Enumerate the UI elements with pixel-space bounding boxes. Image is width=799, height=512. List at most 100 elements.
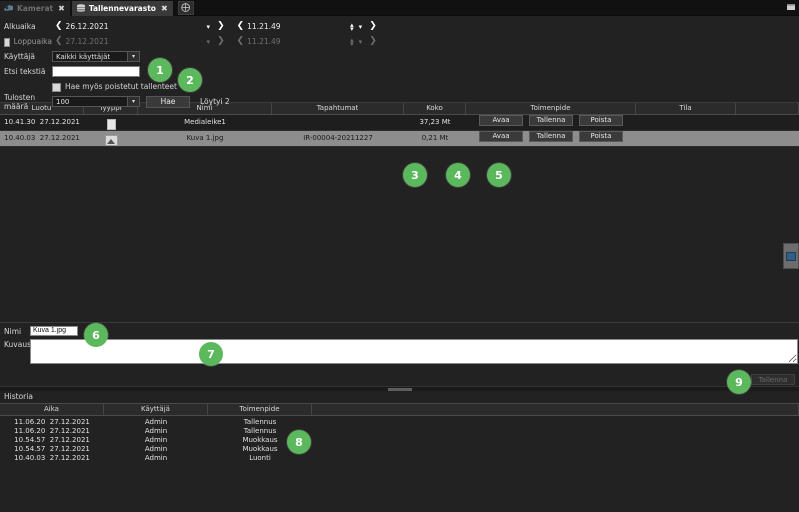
end-date-value[interactable]: 27.12.2021 [65, 37, 109, 46]
cell-created-time: 10.40.03 [4, 134, 36, 142]
list-item[interactable]: 10.54.57 27.12.2021 Admin Muokkaus [0, 445, 799, 454]
history-time: 10.54.57 [14, 445, 46, 453]
tab-tallennevarasto[interactable]: Tallennevarasto ✖ [71, 1, 173, 16]
window-control-icon[interactable] [786, 2, 796, 12]
detail-description-input[interactable] [30, 339, 798, 364]
search-text-row: Etsi tekstiä [0, 65, 799, 78]
cell-size: 37,23 Mt [419, 118, 451, 126]
panel-splitter[interactable] [0, 386, 799, 392]
list-item[interactable]: 11.06.20 27.12.2021 Admin Tallennus [0, 427, 799, 436]
delete-button[interactable]: Poista [579, 115, 623, 126]
results-table: Luotu Tyyppi Nimi Tapahtumat Koko Toimen… [0, 102, 799, 313]
list-item[interactable]: 11.06.20 27.12.2021 Admin Tallennus [0, 418, 799, 427]
chevron-right-icon[interactable]: ❯ [369, 21, 377, 31]
search-button[interactable]: Hae [146, 95, 190, 108]
list-item[interactable]: 10.54.57 27.12.2021 Admin Muokkaus [0, 436, 799, 445]
include-deleted-checkbox-group[interactable]: Hae myös poistetut tallenteet [52, 82, 177, 92]
table-row[interactable]: 10.41.30 27.12.2021 Medialeike1 37,23 Mt… [0, 115, 799, 131]
chevron-down-icon[interactable]: ▾ [358, 37, 363, 46]
column-header-koko[interactable]: Koko [404, 103, 466, 114]
annotation-marker-9: 9 [727, 370, 751, 394]
history-time: 10.40.03 [14, 454, 46, 462]
chevron-left-icon[interactable]: ❮ [236, 36, 245, 46]
storage-icon [76, 4, 86, 13]
start-date-picker[interactable]: ❮ 26.12.2021 ▾ ❯ [52, 21, 228, 32]
close-icon[interactable]: ✖ [58, 4, 65, 13]
chevron-down-icon[interactable]: ▾ [127, 52, 139, 61]
add-tab-button[interactable]: ⨁ [177, 1, 194, 15]
history-column-kayttaja[interactable]: Käyttäjä [104, 404, 208, 415]
chevron-down-icon[interactable]: ▾ [358, 22, 363, 31]
chevron-down-icon[interactable]: ▾ [127, 97, 139, 106]
chevron-down-icon[interactable]: ▾ [206, 22, 211, 31]
start-time-picker[interactable]: ❮ 11.21.49 ▴ ▾ ▾ ❯ [234, 20, 380, 33]
start-date-value[interactable]: 26.12.2021 [65, 22, 109, 31]
detail-save-button[interactable]: Tallenna [751, 374, 795, 385]
start-time-value[interactable]: 11.21.49 [247, 22, 281, 31]
chevron-right-icon[interactable]: ❯ [217, 21, 225, 31]
cell-actions: Avaa Tallenna Poista [466, 115, 636, 130]
history-column-extra[interactable] [312, 404, 799, 415]
detail-name-row: Nimi [0, 323, 799, 336]
splitter-grip-icon[interactable] [388, 388, 412, 391]
table-row[interactable]: 10.40.03 27.12.2021 Kuva 1.jpg IR-00004-… [0, 131, 799, 147]
history-time: 10.54.57 [14, 436, 46, 444]
cell-events: IR-00004-20211227 [303, 134, 373, 142]
column-header-tila[interactable]: Tila [636, 103, 736, 114]
history-rows: 11.06.20 27.12.2021 Admin Tallennus 11.0… [0, 416, 799, 463]
chevron-left-icon[interactable]: ❮ [55, 21, 63, 31]
chevron-left-icon[interactable]: ❮ [55, 36, 63, 46]
history-panel: Historia Aika Käyttäjä Toimenpide 11.06.… [0, 391, 799, 512]
save-button[interactable]: Tallenna [529, 115, 573, 126]
list-item[interactable]: 10.40.03 27.12.2021 Admin Luonti [0, 454, 799, 463]
cell-created-date: 27.12.2021 [39, 134, 80, 142]
history-column-toimenpide[interactable]: Toimenpide [208, 404, 312, 415]
cell-created: 10.41.30 27.12.2021 [0, 115, 84, 130]
chevron-down-icon[interactable]: ▾ [206, 37, 211, 46]
user-select[interactable]: Kaikki käyttäjät ▾ [52, 51, 140, 62]
search-text-label: Etsi tekstiä [4, 67, 46, 76]
tab-kamerat[interactable]: Kamerat ✖ [0, 1, 70, 16]
open-button[interactable]: Avaa [479, 131, 523, 142]
cell-status [636, 131, 736, 146]
close-icon[interactable]: ✖ [160, 4, 168, 13]
column-header-tapahtumat[interactable]: Tapahtumat [272, 103, 404, 114]
column-header-luotu[interactable]: Luotu [0, 103, 84, 114]
column-header-tyyppi[interactable]: Tyyppi [84, 103, 138, 114]
history-cell-time: 10.40.03 27.12.2021 [0, 454, 104, 463]
cell-name: Medialeike1 [184, 118, 226, 126]
panel-toggle-handle[interactable] [783, 243, 799, 269]
history-time: 11.06.20 [14, 418, 46, 426]
annotation-marker-8: 8 [287, 430, 311, 454]
history-column-aika[interactable]: Aika [0, 404, 104, 415]
chevron-right-icon[interactable]: ❯ [369, 36, 377, 46]
tab-tallennevarasto-label: Tallennevarasto [88, 4, 156, 13]
delete-button[interactable]: Poista [579, 131, 623, 142]
search-text-input[interactable] [52, 66, 140, 77]
end-time-value[interactable]: 11.21.49 [247, 37, 281, 46]
tab-bar: Kamerat ✖ Tallennevarasto ✖ ⨁ [0, 0, 799, 16]
history-cell-user: Admin [144, 418, 168, 426]
detail-name-input[interactable] [30, 326, 78, 336]
open-button[interactable]: Avaa [479, 115, 523, 126]
include-deleted-checkbox[interactable] [52, 83, 61, 92]
cell-type [84, 115, 138, 130]
spinner-icon[interactable]: ▴ ▾ [350, 20, 354, 33]
detail-description-row: Kuvaus [0, 336, 799, 364]
spinner-icon[interactable]: ▴ ▾ [350, 35, 354, 48]
save-button[interactable]: Tallenna [529, 131, 573, 142]
history-cell-action: Tallennus [243, 427, 277, 435]
end-time-picker[interactable]: ❮ 11.21.49 ▴ ▾ ▾ ❯ [234, 35, 380, 48]
end-date-picker[interactable]: ❮ 27.12.2021 ▾ ❯ [52, 36, 228, 47]
history-title: Historia [4, 392, 33, 401]
chevron-right-icon[interactable]: ❯ [217, 36, 225, 46]
history-cell-user: Admin [144, 436, 168, 444]
chevron-left-icon[interactable]: ❮ [236, 21, 245, 31]
history-date: 27.12.2021 [49, 418, 90, 426]
document-icon [106, 118, 116, 130]
history-date: 27.12.2021 [49, 427, 90, 435]
result-count-select[interactable]: 100 ▾ [52, 96, 140, 107]
column-header-nimi[interactable]: Nimi [138, 103, 272, 114]
end-time-checkbox[interactable] [4, 38, 10, 47]
column-header-toimenpide[interactable]: Toimenpide [466, 103, 636, 114]
